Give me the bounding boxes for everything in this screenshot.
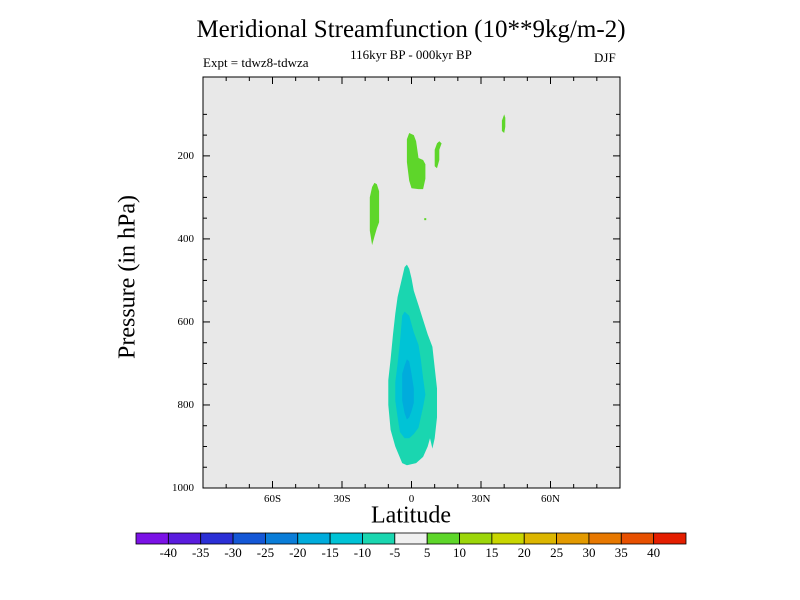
colorbar-swatch xyxy=(426,532,460,545)
colorbar-swatch xyxy=(491,532,525,545)
contour-region-2 xyxy=(369,182,380,246)
colorbar-label: -10 xyxy=(353,545,372,560)
y-tick-label: 1000 xyxy=(172,482,194,494)
colorbar-label: 30 xyxy=(582,545,596,560)
colorbar-label: 25 xyxy=(550,545,564,560)
contour-region-3 xyxy=(501,114,506,133)
colorbar-label: -5 xyxy=(389,545,401,560)
colorbar-swatch xyxy=(394,532,428,545)
y-tick-label: 600 xyxy=(177,315,195,328)
colorbar-label: 10 xyxy=(453,545,467,560)
colorbar-swatch xyxy=(135,532,169,545)
contour-region-1 xyxy=(434,141,442,169)
y-tick-label: 200 xyxy=(177,149,195,162)
y-tick-label: 400 xyxy=(177,232,195,245)
x-axis-label: Latitude xyxy=(371,502,451,529)
x-tick-label: 30N xyxy=(471,493,491,505)
colorbar-swatch xyxy=(232,532,266,545)
colorbar-swatch xyxy=(588,532,622,545)
colorbar-swatch xyxy=(523,532,557,545)
x-tick-label: 0 xyxy=(408,493,415,505)
x-tick-label: 30S xyxy=(333,493,351,505)
contour-region-0 xyxy=(406,133,426,190)
colorbar-label: 20 xyxy=(517,545,531,560)
y-tick-label: 800 xyxy=(177,398,195,411)
chart-title: Meridional Streamfunction (10**9kg/m-2) xyxy=(196,16,626,43)
colorbar-label: -30 xyxy=(224,545,242,560)
contour-region-6 xyxy=(402,359,414,420)
experiment-label: Expt = tdwz8-tdwza xyxy=(203,55,309,70)
colorbar-label: -20 xyxy=(289,545,307,560)
colorbar-swatch xyxy=(265,532,299,545)
chart-subtitle: 116kyr BP - 000kyr BP xyxy=(350,47,472,62)
colorbar-label: 15 xyxy=(485,545,499,560)
colorbar-swatch xyxy=(297,532,331,545)
colorbar-swatch xyxy=(653,532,687,545)
colorbar-label: 40 xyxy=(647,545,661,560)
colorbar-swatch xyxy=(329,532,363,545)
colorbar-label: 35 xyxy=(614,545,628,560)
contour-speck xyxy=(424,218,427,221)
colorbar-swatch xyxy=(362,532,396,545)
colorbar-swatch xyxy=(459,532,493,545)
colorbar-label: 5 xyxy=(423,545,431,560)
colorbar-swatch xyxy=(200,532,234,545)
colorbar-label: -15 xyxy=(321,545,339,560)
colorbar-swatch xyxy=(620,532,655,545)
colorbar-label: -35 xyxy=(192,545,210,560)
colorbar-swatch xyxy=(167,532,202,545)
colorbar xyxy=(135,532,687,545)
colorbar-swatch xyxy=(556,532,590,545)
season-label: DJF xyxy=(594,50,616,65)
plot-axes xyxy=(202,76,621,489)
x-tick-label: 60N xyxy=(541,493,560,505)
x-tick-label: 60S xyxy=(263,493,282,505)
colorbar-label: -40 xyxy=(159,545,178,560)
contour-regions xyxy=(369,114,506,466)
colorbar-label: -25 xyxy=(256,545,275,560)
